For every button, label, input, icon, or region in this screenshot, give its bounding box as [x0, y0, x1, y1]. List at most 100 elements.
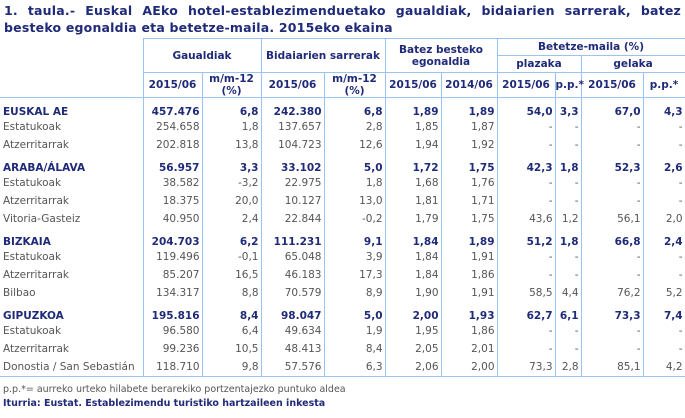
table-cell: -	[496, 266, 556, 284]
table-cell: 1,72	[384, 154, 442, 174]
table-cell: 2,06	[384, 358, 442, 377]
table-cell: 2,01	[440, 340, 498, 358]
table-cell: 96.580	[142, 322, 203, 340]
table-cell: 10.127	[260, 192, 325, 210]
table-cell: 67,0	[580, 97, 644, 118]
table-cell: 1,92	[440, 136, 498, 154]
table-row: Atzerritarrak 18.375 20,0 10.127 13,0 1,81 1,7…	[0, 192, 685, 210]
table-cell: 118.710	[142, 358, 203, 377]
table-cell: -	[496, 136, 556, 154]
table-cell: -	[496, 118, 556, 136]
table-row: Atzerritarrak 202.818 13,8 104.723 12,6 1,94 1…	[0, 136, 685, 154]
table-cell: 54,0	[496, 97, 556, 118]
row-label: ARABA/ÁLAVA	[0, 154, 144, 174]
table-title: 1. taula.- Euskal AEko hotel-establezime…	[4, 3, 681, 35]
table-cell: 8,9	[323, 284, 386, 302]
table-cell: 1,84	[384, 248, 442, 266]
table-row: Vitoria-Gasteiz 40.950 2,4 22.844 -0,2 1,79 1,…	[0, 210, 685, 228]
table-cell: -	[580, 192, 644, 210]
table-cell: 3,3	[201, 154, 262, 174]
table-cell: 22.975	[260, 174, 325, 192]
table-cell: 204.703	[142, 228, 203, 248]
table-row: BIZKAIA 204.703 6,2 111.231 9,1 1,84 1,89 51,2 1…	[0, 228, 685, 248]
header-batez: Batez besteko egonaldia	[384, 38, 498, 73]
table-cell: 6,8	[201, 97, 262, 118]
table-cell: 20,0	[201, 192, 262, 210]
table-cell: 6,1	[554, 302, 582, 322]
table-cell: 85.207	[142, 266, 203, 284]
table-cell: -	[554, 340, 582, 358]
header-betetze: Betetze-maila (%)	[496, 38, 685, 56]
table-cell: -	[642, 266, 685, 284]
table-cell: 52,3	[580, 154, 644, 174]
table-cell: 2,8	[323, 118, 386, 136]
table-cell: 1,79	[384, 210, 442, 228]
table-cell: 38.582	[142, 174, 203, 192]
table-cell: 8,4	[323, 340, 386, 358]
table-cell: 8,8	[201, 284, 262, 302]
table-cell: 62,7	[496, 302, 556, 322]
table-cell: 76,2	[580, 284, 644, 302]
row-label: BIZKAIA	[0, 228, 144, 248]
row-label: Vitoria-Gasteiz	[0, 210, 144, 228]
table-cell: 1,86	[440, 322, 498, 340]
table-cell: -	[580, 340, 644, 358]
table-cell: 2,05	[384, 340, 442, 358]
table-cell: 2,6	[642, 154, 685, 174]
table-row: Estatukoak 254.658 1,8 137.657 2,8 1,85 1,87- -…	[0, 118, 685, 136]
table-cell: 8,4	[201, 302, 262, 322]
table-cell: 6,8	[323, 97, 386, 118]
table-cell: 17,3	[323, 266, 386, 284]
table-cell: -	[580, 248, 644, 266]
table-cell: -	[642, 322, 685, 340]
table-row: Atzerritarrak 99.236 10,5 48.413 8,4 2,05 2,01…	[0, 340, 685, 358]
table-cell: 98.047	[260, 302, 325, 322]
table-cell: 1,84	[384, 266, 442, 284]
table-cell: 4,4	[554, 284, 582, 302]
table-cell: 40.950	[142, 210, 203, 228]
table-cell: -	[580, 118, 644, 136]
table-cell: 1,8	[201, 118, 262, 136]
table-cell: -	[642, 192, 685, 210]
table-row: Bilbao 134.317 8,8 70.579 8,9 1,90 1,91 58,5 4,4…	[0, 284, 685, 302]
table-cell: -	[496, 174, 556, 192]
table-cell: -	[642, 248, 685, 266]
row-label: Estatukoak	[0, 248, 144, 266]
table-cell: 51,2	[496, 228, 556, 248]
table-cell: -	[554, 174, 582, 192]
table-cell: 2,00	[440, 358, 498, 377]
data-table: Gaualdiak Bidaiarien sarrerak Batez best…	[0, 38, 685, 377]
table-row: ARABA/ÁLAVA 56.957 3,3 33.102 5,0 1,72 1,75 42,…	[0, 154, 685, 174]
table-cell: 1,89	[440, 228, 498, 248]
table-cell: 33.102	[260, 154, 325, 174]
table-cell: 1,89	[440, 97, 498, 118]
table-cell: 10,5	[201, 340, 262, 358]
table-cell: 4,2	[642, 358, 685, 377]
table-cell: -	[642, 136, 685, 154]
table-cell: -	[554, 322, 582, 340]
table-cell: 1,84	[384, 228, 442, 248]
table-cell: 6,3	[323, 358, 386, 377]
column-header: 2015/06	[384, 72, 442, 98]
table-cell: 1,75	[440, 154, 498, 174]
table-cell: 1,8	[323, 174, 386, 192]
table-cell: 119.496	[142, 248, 203, 266]
table-cell: 85,1	[580, 358, 644, 377]
table-cell: 43,6	[496, 210, 556, 228]
table-cell: 1,75	[440, 210, 498, 228]
table-cell: -	[580, 174, 644, 192]
table-cell: 1,89	[384, 97, 442, 118]
footnote: p.p.*= aurreko urteko hilabete berarekik…	[3, 384, 346, 395]
table-cell: 73,3	[580, 302, 644, 322]
table-cell: 1,85	[384, 118, 442, 136]
table-cell: 1,68	[384, 174, 442, 192]
table-row: EUSKAL AE 457.476 6,8 242.380 6,8 1,89 1,89 54,…	[0, 97, 685, 118]
table-cell: 5,0	[323, 154, 386, 174]
table-cell: 1,95	[384, 322, 442, 340]
table-cell: -	[554, 136, 582, 154]
row-label: Estatukoak	[0, 322, 144, 340]
table-cell: 1,93	[440, 302, 498, 322]
table-cell: 2,4	[201, 210, 262, 228]
header-gaualdiak: Gaualdiak	[142, 38, 262, 73]
table-cell: 5,0	[323, 302, 386, 322]
